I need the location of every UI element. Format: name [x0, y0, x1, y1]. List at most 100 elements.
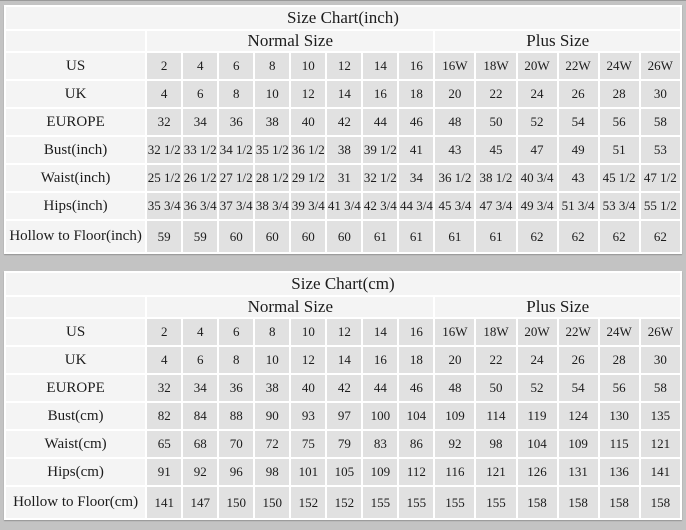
data-cell: 62: [517, 221, 557, 252]
data-cell: 26 1/2: [183, 165, 218, 191]
data-cell: 49 3/4: [517, 193, 557, 219]
data-cell: 36: [219, 109, 254, 135]
data-cell: 44: [363, 109, 398, 135]
data-cell: 82: [147, 403, 182, 429]
data-cell: 60: [291, 221, 326, 252]
data-cell: 59: [183, 221, 218, 252]
data-cell: 20W: [517, 319, 557, 345]
data-cell: 101: [291, 459, 326, 485]
data-cell: 35 1/2: [255, 137, 290, 163]
row-label: UK: [6, 347, 146, 373]
data-cell: 45 3/4: [435, 193, 475, 219]
data-cell: 136: [599, 459, 639, 485]
data-cell: 52: [517, 375, 557, 401]
data-cell: 86: [399, 431, 434, 457]
data-cell: 26: [558, 81, 598, 107]
data-cell: 147: [183, 487, 218, 518]
data-cell: 39 3/4: [291, 193, 326, 219]
table-row: US 2 4 6 8 10 12 14 16 16W 18W 20W 22W 24W 26W: [6, 319, 680, 345]
data-cell: 24: [517, 347, 557, 373]
data-cell: 36 3/4: [183, 193, 218, 219]
data-cell: 12: [291, 347, 326, 373]
table-row: Hollow to Floor(cm) 141 147 150 150 152 152 155…: [6, 487, 680, 518]
data-cell: 121: [640, 431, 680, 457]
data-cell: 32: [147, 375, 182, 401]
data-cell: 104: [399, 403, 434, 429]
data-cell: 152: [327, 487, 362, 518]
data-cell: 41 3/4: [327, 193, 362, 219]
table-row: Bust(inch) 32 1/2 33 1/2 34 1/2 35 1/2 36 1/2…: [6, 137, 680, 163]
data-cell: 6: [219, 319, 254, 345]
data-cell: 112: [399, 459, 434, 485]
size-chart-inch-block: Size Chart(inch) Normal Size Plus Size US 2 4…: [4, 5, 682, 254]
data-cell: 104: [517, 431, 557, 457]
data-cell: 14: [363, 319, 398, 345]
row-label: Waist(cm): [6, 431, 146, 457]
data-cell: 22: [476, 347, 516, 373]
data-cell: 31: [327, 165, 362, 191]
data-cell: 53: [640, 137, 680, 163]
size-chart-inch: Size Chart(inch) Normal Size Plus Size US 2 4…: [4, 5, 682, 254]
data-cell: 4: [183, 319, 218, 345]
data-cell: 29 1/2: [291, 165, 326, 191]
data-cell: 96: [219, 459, 254, 485]
group-header-normal-size: Normal Size: [147, 297, 434, 317]
data-cell: 40 3/4: [517, 165, 557, 191]
data-cell: 16: [363, 81, 398, 107]
data-cell: 32: [147, 109, 182, 135]
data-cell: 32 1/2: [363, 165, 398, 191]
data-cell: 32 1/2: [147, 137, 182, 163]
data-cell: 130: [599, 403, 639, 429]
data-cell: 50: [476, 109, 516, 135]
data-cell: 70: [219, 431, 254, 457]
data-cell: 60: [327, 221, 362, 252]
data-cell: 12: [327, 53, 362, 79]
data-cell: 18: [399, 347, 434, 373]
data-cell: 59: [147, 221, 182, 252]
data-cell: 90: [255, 403, 290, 429]
data-cell: 4: [183, 53, 218, 79]
group-header-row: Normal Size Plus Size: [6, 297, 680, 317]
group-header-plus-size: Plus Size: [435, 297, 680, 317]
data-cell: 20W: [517, 53, 557, 79]
data-cell: 46: [399, 375, 434, 401]
data-cell: 30: [640, 347, 680, 373]
data-cell: 49: [558, 137, 598, 163]
table-title: Size Chart(cm): [6, 273, 680, 295]
data-cell: 28: [599, 81, 639, 107]
data-cell: 158: [640, 487, 680, 518]
data-cell: 2: [147, 319, 182, 345]
data-cell: 25 1/2: [147, 165, 182, 191]
data-cell: 150: [219, 487, 254, 518]
row-label: Hollow to Floor(cm): [6, 487, 146, 518]
data-cell: 34: [399, 165, 434, 191]
data-cell: 10: [291, 53, 326, 79]
corner-cell: [6, 31, 146, 51]
data-cell: 4: [147, 81, 182, 107]
size-chart-cm-block: Size Chart(cm) Normal Size Plus Size US 2 4 6 8…: [4, 271, 682, 520]
data-cell: 28: [599, 347, 639, 373]
data-cell: 114: [476, 403, 516, 429]
data-cell: 42 3/4: [363, 193, 398, 219]
data-cell: 62: [599, 221, 639, 252]
data-cell: 10: [291, 319, 326, 345]
data-cell: 109: [363, 459, 398, 485]
data-cell: 14: [327, 81, 362, 107]
data-cell: 56: [599, 109, 639, 135]
data-cell: 88: [219, 403, 254, 429]
data-cell: 27 1/2: [219, 165, 254, 191]
data-cell: 54: [558, 109, 598, 135]
data-cell: 38 3/4: [255, 193, 290, 219]
data-cell: 119: [517, 403, 557, 429]
data-cell: 14: [363, 53, 398, 79]
data-cell: 53 3/4: [599, 193, 639, 219]
data-cell: 62: [558, 221, 598, 252]
data-cell: 155: [363, 487, 398, 518]
data-cell: 84: [183, 403, 218, 429]
data-cell: 2: [147, 53, 182, 79]
row-label: Bust(inch): [6, 137, 146, 163]
table-row: Hips(inch) 35 3/4 36 3/4 37 3/4 38 3/4 39 3/4…: [6, 193, 680, 219]
data-cell: 22: [476, 81, 516, 107]
data-cell: 60: [255, 221, 290, 252]
size-chart-cm: Size Chart(cm) Normal Size Plus Size US 2 4 6 8…: [4, 271, 682, 520]
